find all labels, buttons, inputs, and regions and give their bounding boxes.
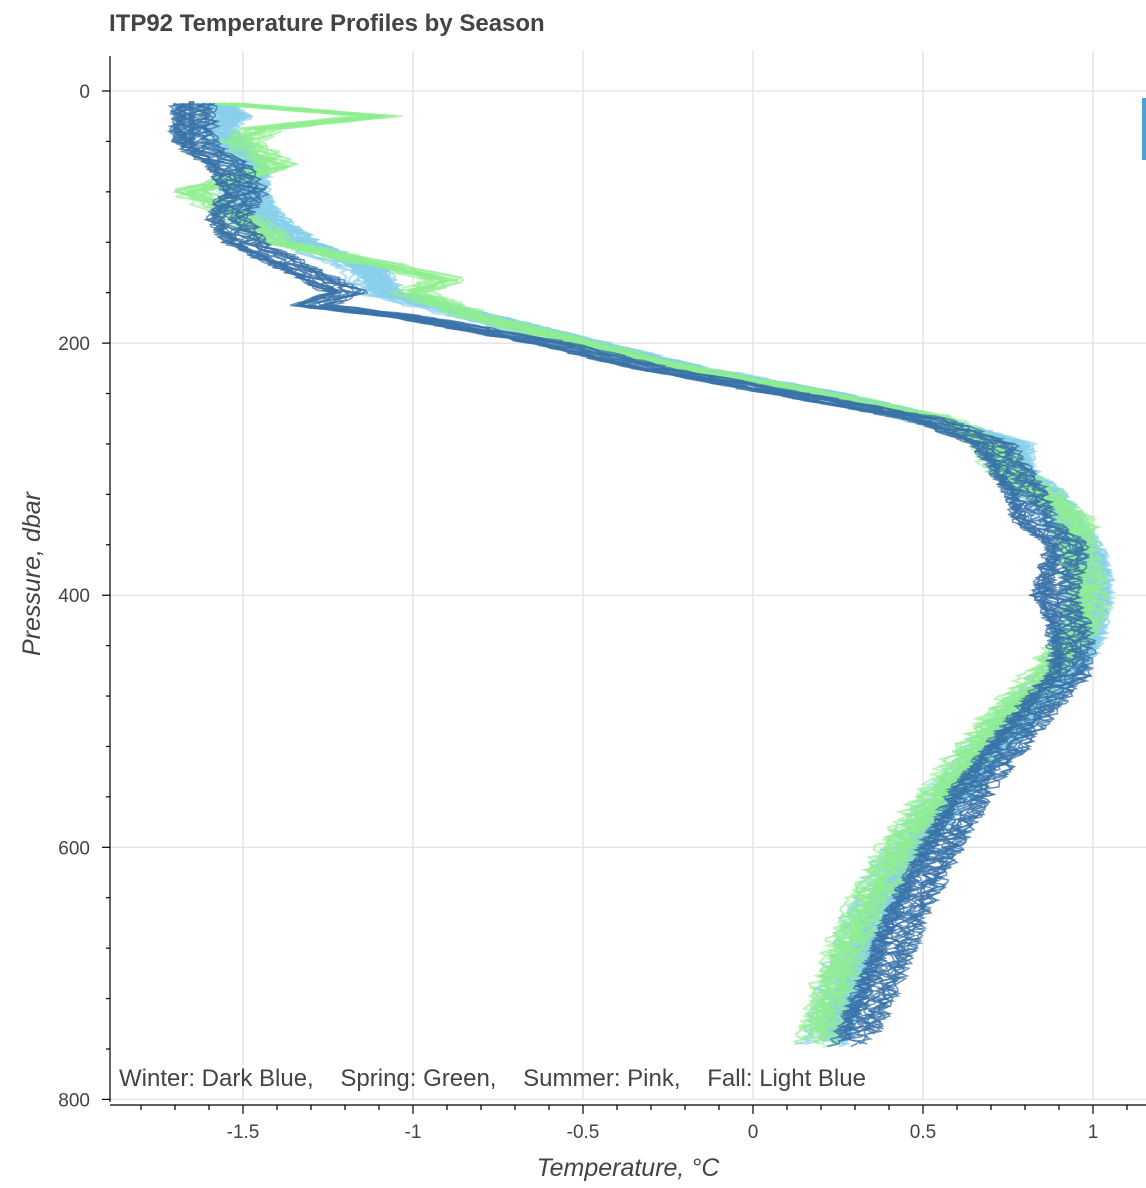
y-axis-title: Pressure, dbar	[18, 490, 46, 656]
profile-line-fall	[203, 102, 1099, 1033]
winter-surface-mark	[188, 101, 195, 148]
profile-line-fall	[200, 102, 1097, 1035]
profile-line-fall	[208, 102, 1105, 1035]
profile-line-fall	[193, 102, 1089, 1035]
chart-title: ITP92 Temperature Profiles by Season	[109, 10, 545, 37]
profile-line-fall	[205, 102, 1098, 1038]
profile-line-spring	[185, 102, 1095, 1030]
legend-text: Winter: Dark Blue, Spring: Green, Summer…	[119, 1065, 866, 1092]
profile-line-fall	[201, 102, 1100, 1043]
profile-line-fall	[201, 102, 1093, 1038]
y-tick-label: 200	[58, 334, 90, 355]
profile-line-winter	[193, 102, 1089, 1035]
profile-line-spring	[201, 102, 1111, 1048]
x-tick-label: 1	[1088, 1122, 1099, 1143]
x-tick-label: -1	[405, 1122, 422, 1143]
profile-line-fall	[218, 102, 1114, 1045]
profile-line-spring	[200, 102, 1105, 1035]
profile-line-winter	[189, 103, 1087, 1033]
profile-line-fall	[200, 102, 1098, 1030]
profile-line-fall	[224, 103, 1115, 1043]
profile-line-fall	[218, 102, 1111, 1035]
profile-line-fall	[199, 102, 1093, 1043]
axes: 0 200 400 600 800 -1.5 -1 -0.5 0 0.5 1	[58, 56, 1146, 1143]
profile-line-winter	[166, 102, 1064, 1048]
x-tick-label: 0.5	[910, 1122, 936, 1143]
profile-line-fall	[227, 103, 1115, 1045]
profile-line-winter	[199, 102, 1096, 1033]
profile-line-fall	[187, 102, 1079, 1033]
y-tick-label: 400	[58, 586, 90, 607]
profile-line-winter	[192, 102, 1088, 1038]
profile-line-fall	[205, 102, 1099, 1035]
profile-line-fall	[195, 102, 1091, 1029]
profile-line-spring	[185, 102, 1095, 1035]
profile-lines	[166, 101, 1117, 1048]
x-tick-label: -0.5	[567, 1122, 600, 1143]
profile-line-fall	[211, 102, 1104, 1038]
profile-line-spring	[190, 102, 1103, 1030]
profile-line-fall	[216, 102, 1112, 1033]
x-axis-title: Temperature, °C	[537, 1154, 721, 1182]
profile-line-fall	[212, 102, 1103, 1048]
profile-line-fall	[219, 102, 1116, 1038]
y-tick-label: 800	[58, 1090, 90, 1111]
x-tick-label: -1.5	[227, 1122, 260, 1143]
profile-line-fall	[209, 102, 1099, 1043]
legend-swatch-fall	[1142, 98, 1146, 160]
profile-line-fall	[220, 102, 1117, 1048]
profile-line-fall	[223, 102, 1115, 1043]
profile-line-spring	[200, 102, 1110, 1043]
grid-lines	[110, 50, 1146, 1101]
y-tick-label: 0	[79, 82, 90, 103]
profile-line-spring	[191, 102, 1102, 1038]
y-tick-label: 600	[58, 838, 90, 859]
profile-line-fall	[214, 102, 1107, 1040]
profile-line-winter	[202, 102, 1095, 1030]
profile-line-fall	[210, 102, 1098, 1038]
x-tick-label: 0	[748, 1122, 759, 1143]
profile-line-fall	[216, 102, 1110, 1042]
profile-line-fall	[202, 102, 1100, 1040]
profile-line-winter	[200, 102, 1097, 1035]
profile-line-winter	[196, 102, 1092, 1045]
profile-line-fall	[218, 103, 1113, 1035]
profile-line-winter	[187, 103, 1085, 1045]
